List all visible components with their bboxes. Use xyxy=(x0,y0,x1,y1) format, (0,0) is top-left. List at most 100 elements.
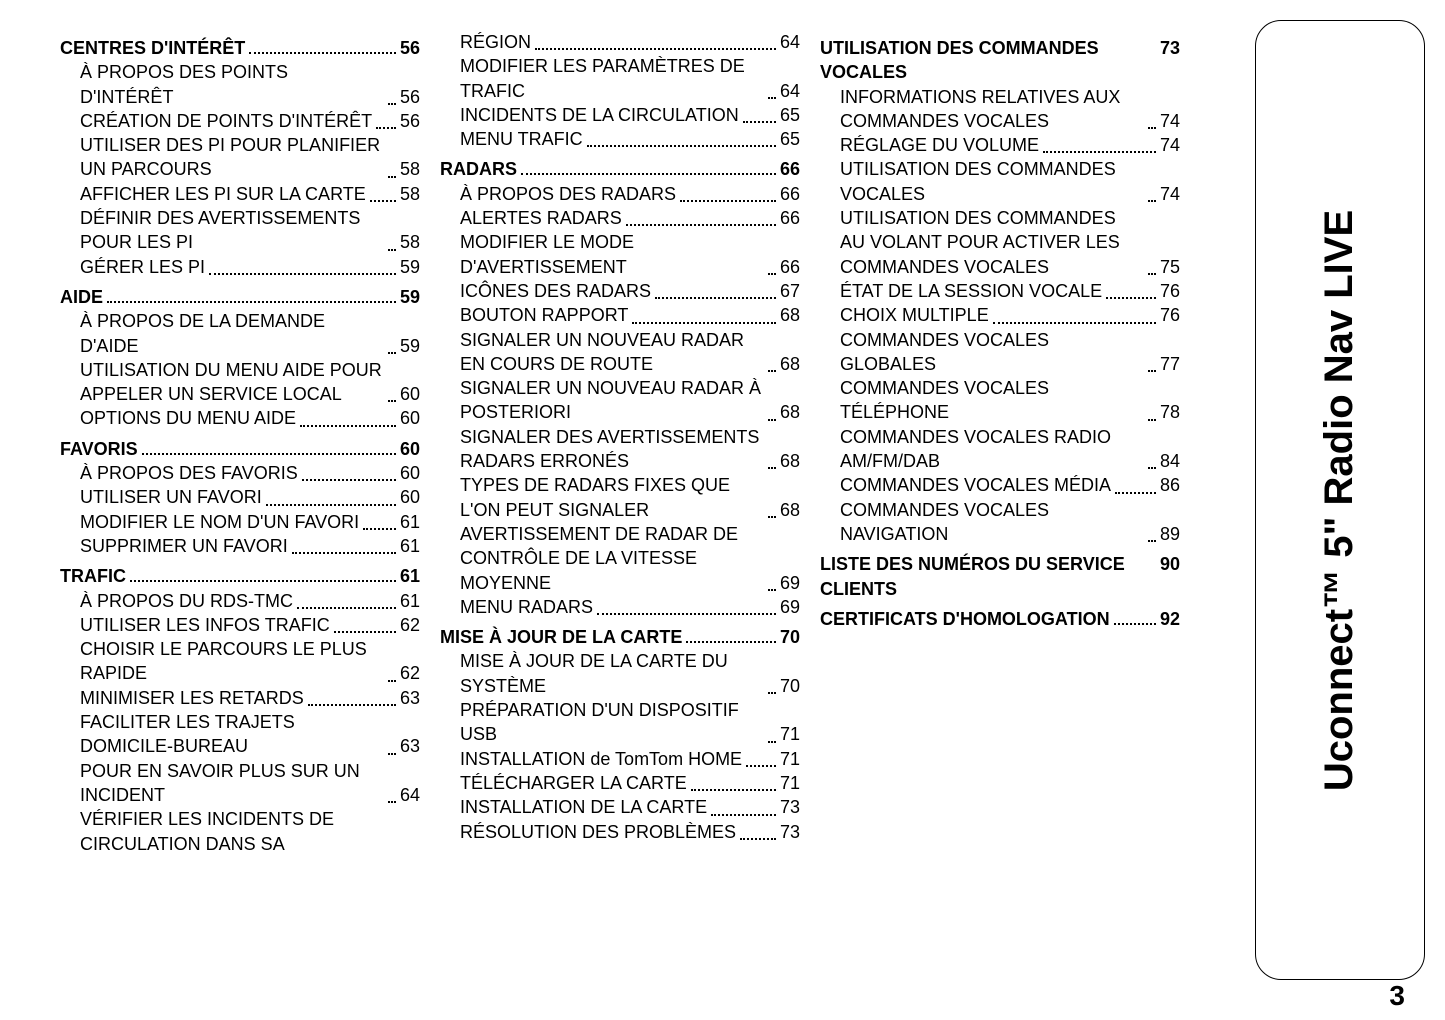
toc-item-label: SIGNALER UN NOUVEAU RADAR EN COURS DE RO… xyxy=(460,328,764,377)
leader-dots xyxy=(388,753,396,755)
toc-item: TYPES DE RADARS FIXES QUE L'ON PEUT SIGN… xyxy=(440,473,800,522)
toc-item-label: GÉRER LES PI xyxy=(80,255,205,279)
toc-item-label: OPTIONS DU MENU AIDE xyxy=(80,406,296,430)
toc-item-label: RÉGLAGE DU VOLUME xyxy=(840,133,1039,157)
toc-item-label: CHOIX MULTIPLE xyxy=(840,303,989,327)
toc-item: CRÉATION DE POINTS D'INTÉRÊT56 xyxy=(60,109,420,133)
toc-page-number: 67 xyxy=(780,279,800,303)
toc-page-number: 71 xyxy=(780,747,800,771)
toc-item-label: UTILISER LES INFOS TRAFIC xyxy=(80,613,330,637)
leader-dots xyxy=(266,504,396,506)
toc-page-number: 74 xyxy=(1160,109,1180,133)
leader-dots xyxy=(388,400,396,402)
leader-dots xyxy=(768,516,776,518)
toc-item: COMMANDES VOCALES GLOBALES77 xyxy=(820,328,1180,377)
leader-dots xyxy=(388,801,396,803)
toc-page-number: 56 xyxy=(400,109,420,133)
toc-section-label: FAVORIS xyxy=(60,437,138,461)
toc-page-number: 59 xyxy=(400,334,420,358)
toc-item-label: PRÉPARATION D'UN DISPOSITIF USB xyxy=(460,698,764,747)
toc-item-label: À PROPOS DES RADARS xyxy=(460,182,676,206)
toc-item-label: MENU RADARS xyxy=(460,595,593,619)
leader-dots xyxy=(768,741,776,743)
toc-item-label: UTILISATION DU MENU AIDE POUR APPELER UN… xyxy=(80,358,384,407)
toc-page-number: 56 xyxy=(400,36,420,60)
toc-page-number: 76 xyxy=(1160,279,1180,303)
toc-page-number: 60 xyxy=(400,461,420,485)
leader-dots xyxy=(686,641,776,643)
leader-dots xyxy=(297,607,396,609)
toc-item-label: TÉLÉCHARGER LA CARTE xyxy=(460,771,687,795)
leader-dots xyxy=(691,789,776,791)
toc-page-number: 65 xyxy=(780,103,800,127)
toc-page: CENTRES D'INTÉRÊT56À PROPOS DES POINTS D… xyxy=(0,0,1445,1020)
leader-dots xyxy=(308,704,396,706)
leader-dots xyxy=(632,322,776,324)
leader-dots xyxy=(1148,273,1156,275)
toc-item-label: RÉGION xyxy=(460,30,531,54)
toc-item: CHOISIR LE PARCOURS LE PLUS RAPIDE62 xyxy=(60,637,420,686)
toc-item: ALERTES RADARS66 xyxy=(440,206,800,230)
toc-item-label: UTILISER UN FAVORI xyxy=(80,485,262,509)
leader-dots xyxy=(388,176,396,178)
leader-dots xyxy=(655,297,776,299)
toc-item: SIGNALER UN NOUVEAU RADAR À POSTERIORI68 xyxy=(440,376,800,425)
toc-item: CHOIX MULTIPLE76 xyxy=(820,303,1180,327)
toc-item: MENU RADARS69 xyxy=(440,595,800,619)
toc-item: À PROPOS DES FAVORIS 60 xyxy=(60,461,420,485)
toc-item-label: COMMANDES VOCALES MÉDIA xyxy=(840,473,1111,497)
leader-dots xyxy=(521,173,776,175)
toc-item: COMMANDES VOCALES RADIO AM/FM/DAB84 xyxy=(820,425,1180,474)
toc-page-number: 66 xyxy=(780,206,800,230)
toc-page-number: 60 xyxy=(400,485,420,509)
toc-item-label: INFORMATIONS RELATIVES AUX COMMANDES VOC… xyxy=(840,85,1144,134)
toc-item: AFFICHER LES PI SUR LA CARTE58 xyxy=(60,182,420,206)
leader-dots xyxy=(388,680,396,682)
toc-column-3: UTILISATION DES COMMANDES VOCALES73INFOR… xyxy=(820,30,1180,990)
leader-dots xyxy=(249,52,396,54)
toc-item-label: AVERTISSEMENT DE RADAR DE CONTRÔLE DE LA… xyxy=(460,522,764,595)
leader-dots xyxy=(1148,540,1156,542)
toc-item: OPTIONS DU MENU AIDE60 xyxy=(60,406,420,430)
toc-page-number: 73 xyxy=(780,795,800,819)
toc-item-label: MODIFIER LES PARAMÈTRES DE TRAFIC xyxy=(460,54,764,103)
toc-item-label: ICÔNES DES RADARS xyxy=(460,279,651,303)
toc-item: FACILITER LES TRAJETS DOMICILE-BUREAU63 xyxy=(60,710,420,759)
leader-dots xyxy=(1148,467,1156,469)
toc-page-number: 77 xyxy=(1160,352,1180,376)
toc-item-label: À PROPOS DES FAVORIS xyxy=(80,461,298,485)
toc-item-label: À PROPOS DE LA DEMANDE D'AIDE xyxy=(80,309,384,358)
leader-dots xyxy=(388,249,396,251)
toc-item: INSTALLATION DE LA CARTE73 xyxy=(440,795,800,819)
toc-page-number: 89 xyxy=(1160,522,1180,546)
toc-item-label: FACILITER LES TRAJETS DOMICILE-BUREAU xyxy=(80,710,384,759)
leader-dots xyxy=(1148,200,1156,202)
toc-section-label: MISE À JOUR DE LA CARTE xyxy=(440,625,682,649)
toc-item: ICÔNES DES RADARS 67 xyxy=(440,279,800,303)
toc-item: INFORMATIONS RELATIVES AUX COMMANDES VOC… xyxy=(820,85,1180,134)
leader-dots xyxy=(388,352,396,354)
toc-page-number: 58 xyxy=(400,157,420,181)
toc-section-label: TRAFIC xyxy=(60,564,126,588)
toc-page-number: 58 xyxy=(400,182,420,206)
section-tab-title: Uconnect™ 5" Radio Nav LIVE xyxy=(1318,209,1363,790)
toc-page-number: 60 xyxy=(400,382,420,406)
leader-dots xyxy=(768,589,776,591)
toc-item-label: UTILISATION DES COMMANDES AU VOLANT POUR… xyxy=(840,206,1144,279)
toc-section-label: AIDE xyxy=(60,285,103,309)
toc-page-number: 68 xyxy=(780,449,800,473)
toc-item-label: ÉTAT DE LA SESSION VOCALE xyxy=(840,279,1102,303)
toc-section-label: CERTIFICATS D'HOMOLOGATION xyxy=(820,607,1110,631)
toc-section: RADARS66 xyxy=(440,157,800,181)
toc-section: CENTRES D'INTÉRÊT56 xyxy=(60,36,420,60)
toc-item-label: MODIFIER LE MODE D'AVERTISSEMENT xyxy=(460,230,764,279)
leader-dots xyxy=(768,273,776,275)
toc-item: À PROPOS DES POINTS D'INTÉRÊT56 xyxy=(60,60,420,109)
toc-item: POUR EN SAVOIR PLUS SUR UN INCIDENT64 xyxy=(60,759,420,808)
toc-item-label: MENU TRAFIC xyxy=(460,127,583,151)
leader-dots xyxy=(334,631,396,633)
leader-dots xyxy=(292,552,396,554)
toc-page-number: 61 xyxy=(400,589,420,613)
leader-dots xyxy=(209,273,396,275)
toc-page-number: 74 xyxy=(1160,182,1180,206)
